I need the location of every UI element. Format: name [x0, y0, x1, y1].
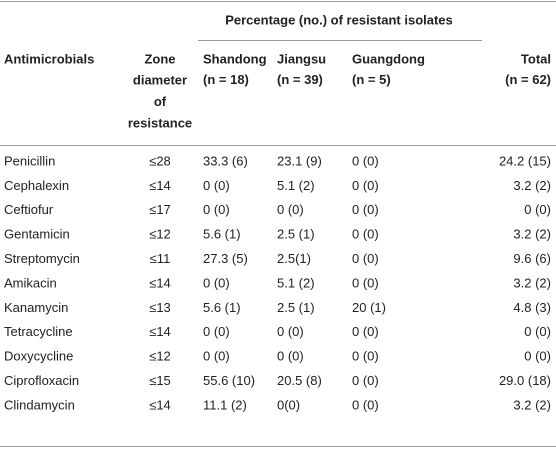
column-header: (n = 18) — [203, 72, 249, 87]
cell: 29.0 (18) — [499, 373, 551, 388]
cell: 27.3 (5) — [203, 251, 248, 266]
column-header: Guangdong — [352, 51, 425, 66]
column-header: Antimicrobials — [4, 51, 94, 66]
cell: 0 (0) — [352, 324, 379, 339]
row-label: Tetracycline — [4, 324, 73, 339]
cell: 3.2 (2) — [513, 275, 551, 290]
row-label: Ciprofloxacin — [4, 373, 79, 388]
cell: 0 (0) — [524, 324, 551, 339]
cell: 0 (0) — [203, 178, 230, 193]
cell: ≤12 — [149, 349, 171, 364]
cell: 0 (0) — [352, 349, 379, 364]
cell: 0 (0) — [277, 349, 304, 364]
column-header: (n = 62) — [505, 72, 551, 87]
column-header: diameter — [133, 73, 187, 88]
row-label: Penicillin — [4, 153, 55, 168]
cell: 9.6 (6) — [513, 251, 551, 266]
row-label: Gentamicin — [4, 227, 70, 242]
cell: 20.5 (8) — [277, 373, 322, 388]
cell: 0 (0) — [203, 202, 230, 217]
cell: 0 (0) — [203, 324, 230, 339]
cell: 20 (1) — [352, 300, 386, 315]
cell: 33.3 (6) — [203, 153, 248, 168]
cell: 0 (0) — [277, 324, 304, 339]
row-label: Amikacin — [4, 275, 57, 290]
row-label: Streptomycin — [4, 251, 80, 266]
cell: 0 (0) — [277, 202, 304, 217]
cell: ≤14 — [149, 397, 171, 412]
column-header: Jiangsu — [277, 51, 326, 66]
cell: 5.6 (1) — [203, 227, 241, 242]
cell: 23.1 (9) — [277, 153, 322, 168]
cell: 55.6 (10) — [203, 373, 255, 388]
cell: ≤28 — [149, 153, 171, 168]
cell: 2.5(1) — [277, 251, 311, 266]
cell: 0 (0) — [524, 349, 551, 364]
cell: 3.2 (2) — [513, 178, 551, 193]
cell: 5.1 (2) — [277, 178, 315, 193]
column-header: (n = 5) — [352, 72, 391, 87]
column-header: (n = 39) — [277, 72, 323, 87]
cell: 0 (0) — [203, 275, 230, 290]
cell: 5.1 (2) — [277, 275, 315, 290]
cell: ≤15 — [149, 373, 171, 388]
cell: 24.2 (15) — [499, 153, 551, 168]
cell: 3.2 (2) — [513, 227, 551, 242]
column-header: Zone — [144, 51, 175, 66]
row-label: Ceftiofur — [4, 202, 54, 217]
cell: 0 (0) — [352, 251, 379, 266]
row-label: Cephalexin — [4, 178, 69, 193]
cell: 0 (0) — [352, 397, 379, 412]
cell: 4.8 (3) — [513, 300, 551, 315]
cell: 2.5 (1) — [277, 227, 315, 242]
cell: 2.5 (1) — [277, 300, 315, 315]
cell: 0(0) — [277, 397, 300, 412]
cell: 0 (0) — [524, 202, 551, 217]
cell: ≤14 — [149, 275, 171, 290]
row-label: Doxycycline — [4, 349, 73, 364]
column-header: of — [154, 94, 167, 109]
cell: ≤11 — [150, 251, 171, 266]
cell: 0 (0) — [203, 349, 230, 364]
cell: 0 (0) — [352, 178, 379, 193]
cell: ≤17 — [149, 202, 171, 217]
cell: 3.2 (2) — [513, 397, 551, 412]
group-header: Percentage (no.) of resistant isolates — [225, 12, 453, 27]
cell: 5.6 (1) — [203, 300, 241, 315]
cell: 0 (0) — [352, 275, 379, 290]
column-header: Shandong — [203, 51, 267, 66]
row-label: Kanamycin — [4, 300, 68, 315]
cell: 0 (0) — [352, 373, 379, 388]
cell: 0 (0) — [352, 227, 379, 242]
column-header: Total — [521, 51, 551, 66]
cell: 11.1 (2) — [203, 397, 247, 412]
cell: ≤13 — [149, 300, 171, 315]
cell: 0 (0) — [352, 153, 379, 168]
cell: ≤14 — [149, 324, 171, 339]
cell: 0 (0) — [352, 202, 379, 217]
cell: ≤12 — [149, 227, 171, 242]
cell: ≤14 — [149, 178, 171, 193]
column-header: resistance — [128, 115, 192, 130]
row-label: Clindamycin — [4, 397, 75, 412]
